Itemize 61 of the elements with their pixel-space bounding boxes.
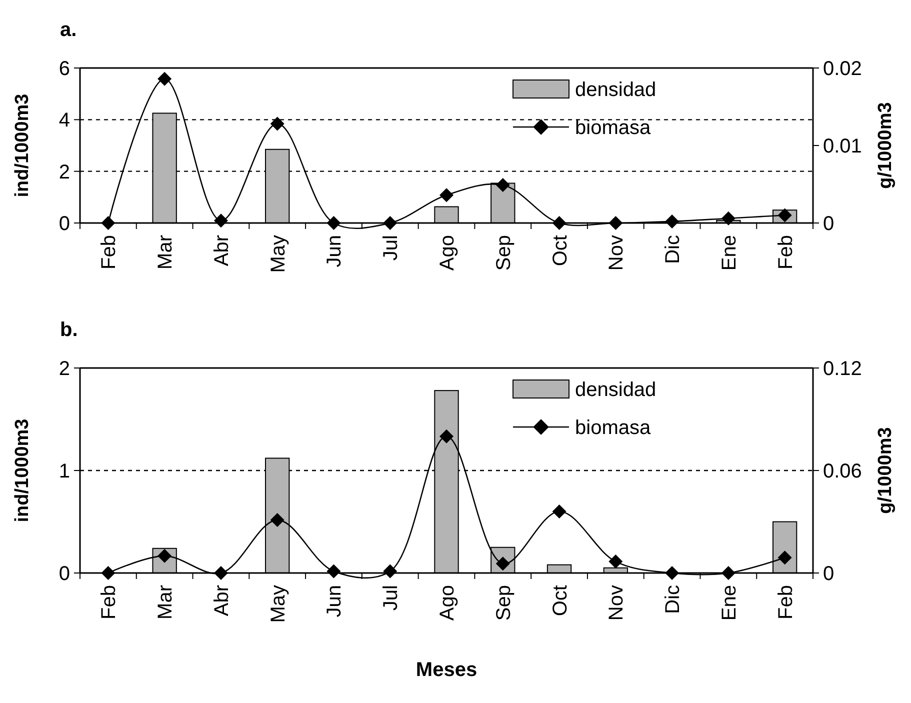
x-tick-label: Jun: [324, 585, 346, 618]
x-tick-label: Dic: [662, 585, 684, 614]
x-tick-label: Jun: [324, 235, 346, 268]
point: [552, 504, 566, 518]
x-tick-label: Abr: [210, 234, 233, 266]
x-tick-label: Oct: [549, 584, 572, 616]
x-tick-label: May: [267, 235, 290, 273]
y2-tick-label: 0: [823, 563, 834, 585]
chart-title: a.: [60, 19, 77, 41]
y-tick-label: 2: [58, 161, 70, 184]
x-tick-label: Nov: [606, 235, 628, 271]
y-axis-title: ind/1000m3: [12, 418, 33, 522]
x-tick-label: Mar: [154, 234, 177, 270]
point: [270, 513, 284, 528]
point: [721, 211, 736, 226]
legend-label: densidad: [575, 379, 656, 401]
y2-tick-label: 0.02: [823, 58, 862, 80]
x-tick-label: May: [267, 585, 290, 623]
y2-tick-label: 0.06: [823, 460, 862, 482]
x-tick-label: Ene: [718, 585, 740, 621]
x-tick-label: Feb: [774, 585, 797, 620]
y-axis-title: ind/1000m3: [12, 94, 33, 198]
y-tick-label: 6: [58, 58, 70, 80]
legend-label: biomasa: [575, 117, 652, 139]
x-tick-label: Dic: [662, 235, 684, 264]
point: [270, 116, 284, 131]
point: [778, 550, 792, 565]
x-tick-label: Feb: [98, 585, 120, 620]
x-tick-label: Ene: [718, 235, 740, 271]
x-tick-label: Feb: [98, 235, 120, 270]
chart-title: b.: [60, 319, 78, 341]
x-tick-label: Ago: [436, 235, 458, 271]
x-tick-label: Mar: [154, 584, 177, 620]
y-tick-label: 0: [58, 563, 70, 585]
y2-tick-label: 0: [823, 213, 834, 235]
legend-label: biomasa: [575, 417, 652, 439]
x-tick-label: Oct: [549, 234, 572, 266]
point: [440, 429, 454, 444]
y-tick-label: 2: [58, 358, 70, 380]
legend-label: densidad: [575, 79, 656, 101]
x-tick-label: Abr: [210, 584, 233, 616]
y-tick-label: 0: [58, 213, 70, 235]
y2-axis-title: g/1000m3: [875, 427, 896, 514]
x-tick-label: Jul: [380, 585, 402, 611]
x-tick-label: Sep: [492, 235, 515, 271]
y2-axis-title: g/1000m3: [875, 102, 896, 189]
x-tick-label: Nov: [606, 585, 628, 621]
x-axis-title: Meses: [416, 659, 478, 681]
y-tick-label: 4: [58, 110, 70, 132]
point: [778, 208, 792, 222]
point: [440, 188, 454, 202]
x-tick-label: Sep: [492, 585, 515, 621]
x-tick-label: Ago: [436, 585, 458, 621]
y2-tick-label: 0.12: [823, 358, 862, 380]
x-tick-label: Jul: [380, 235, 402, 261]
y-tick-label: 1: [58, 460, 70, 482]
x-tick-label: Feb: [774, 235, 797, 270]
point: [608, 554, 623, 569]
point: [158, 72, 172, 86]
point: [496, 178, 510, 192]
y2-tick-label: 0.01: [823, 136, 862, 158]
